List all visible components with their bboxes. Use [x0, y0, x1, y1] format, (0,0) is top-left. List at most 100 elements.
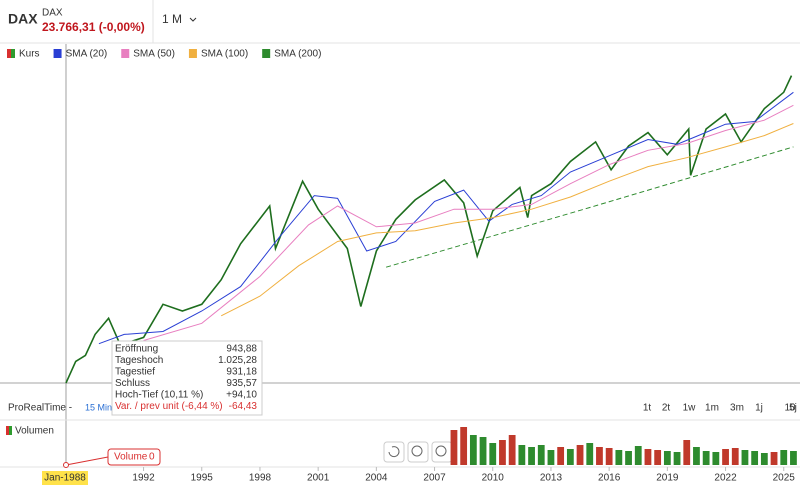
legend-swatch [11, 49, 15, 58]
volume-bar [566, 449, 574, 465]
tooltip-label: Tagestief [115, 367, 155, 378]
period-button[interactable]: 1w [683, 403, 697, 414]
zoom-in-button[interactable] [431, 441, 453, 463]
sma-line [220, 123, 794, 317]
volume-label: Volumen [15, 426, 54, 437]
volume-bar [751, 451, 759, 465]
symbol: DAX [8, 11, 38, 27]
legend-label[interactable]: SMA (200) [274, 49, 321, 60]
volume-bar [479, 437, 487, 465]
legend-swatch [53, 49, 62, 58]
period-button[interactable]: 1t [643, 403, 652, 414]
volume-bar [615, 450, 623, 465]
period-button[interactable]: 1j [755, 403, 763, 414]
tooltip-value: +94,10 [226, 390, 257, 401]
legend-swatch [7, 49, 11, 58]
x-tick-label: 2010 [482, 473, 505, 484]
volume-bar [634, 446, 642, 465]
volume-bar [537, 445, 545, 465]
legend-label[interactable]: SMA (20) [66, 49, 108, 60]
volume-bar [693, 447, 700, 465]
interval-select[interactable]: 1 M [162, 12, 182, 26]
volume-bar [576, 445, 584, 465]
x-tick-label: 2004 [365, 473, 388, 484]
x-tick-label: 2016 [598, 473, 621, 484]
period-button[interactable]: 10 [784, 403, 796, 414]
volume-bar [760, 453, 768, 465]
volume-bar [518, 445, 526, 465]
legend-label[interactable]: Kurs [19, 49, 40, 60]
tooltip-value: 1.025,28 [218, 355, 257, 366]
reset-icon [388, 446, 400, 458]
volume-bar [731, 448, 739, 465]
tooltip-box [111, 340, 263, 416]
tooltip-value: 931,18 [226, 367, 257, 378]
x-tick-label: 2025 [773, 473, 796, 484]
zoom-out-button[interactable] [407, 441, 429, 463]
volume-bar [780, 450, 788, 465]
volume-bar [469, 435, 477, 465]
sma-line [385, 146, 794, 268]
volume-bar [489, 443, 497, 465]
volume-bar [557, 447, 565, 465]
volume-bar [508, 435, 516, 465]
volume-icon [9, 426, 12, 435]
tooltip-label: Var. / prev unit (-6,44 %) [115, 401, 223, 412]
volume-pointer-dot [63, 462, 69, 468]
volume-bar [790, 451, 797, 465]
period-button[interactable]: 5j [789, 403, 797, 414]
volume-bar [596, 447, 603, 465]
legend-swatch [262, 49, 271, 58]
toolbar-delay: 15 Min [85, 402, 112, 412]
volume-bar [625, 451, 632, 465]
sma-line [98, 91, 794, 345]
x-tick-label: 2001 [307, 473, 330, 484]
volume-bar [460, 427, 468, 465]
volume-bar [673, 452, 681, 465]
x-tick-label: 1992 [132, 473, 155, 484]
period-button[interactable]: 3m [730, 403, 744, 414]
tooltip-label: Eröffnung [115, 344, 158, 355]
tooltip-value: -64,43 [229, 401, 258, 412]
crosshair-date: Jan-1988 [44, 473, 86, 484]
volume-bubble [107, 448, 161, 466]
x-tick-label: 1995 [191, 473, 214, 484]
volume-bubble-value: 0 [149, 452, 155, 463]
tooltip: Eröffnung 943,88 Tageshoch 1.025,28 Tagestie… [111, 340, 263, 416]
period-button[interactable]: 2t [662, 403, 671, 414]
volume-bar [712, 452, 720, 465]
zoom-icon [411, 445, 423, 457]
tooltip-label: Hoch-Tief (10,11 %) [115, 390, 203, 401]
tooltip-value: 943,88 [226, 344, 257, 355]
volume-bar [499, 440, 506, 465]
volume-bar [702, 451, 710, 465]
instrument-name: DAX [42, 8, 63, 19]
price: 23.766,31 (-0,00%) [42, 20, 145, 34]
dropdown-icon[interactable] [189, 17, 197, 22]
volume-bar [722, 449, 729, 465]
x-tick-label: 2019 [656, 473, 679, 484]
volume-bubble-label: Volume [114, 452, 148, 463]
volume-bar [741, 450, 749, 465]
legend-swatch [121, 49, 130, 58]
tooltip-value: 935,57 [226, 378, 257, 389]
volume-bar [663, 451, 671, 465]
legend-swatch [188, 49, 197, 58]
volume-pointer [65, 456, 109, 466]
volume-bar [547, 450, 555, 465]
volume-bar [770, 452, 778, 465]
plot: 1992 1995 1998 2001 2004 2007 2010 2013 2016 2019… [7, 49, 797, 484]
legend-label[interactable]: SMA (50) [133, 49, 175, 60]
volume-bar [683, 440, 691, 465]
tooltip-label: Tageshoch [115, 355, 163, 366]
tooltip-label: Schluss [115, 378, 150, 389]
volume-bar [450, 430, 458, 465]
x-tick-label: 2022 [714, 473, 737, 484]
period-button[interactable]: 1m [705, 403, 719, 414]
reset-button[interactable] [383, 441, 405, 463]
legend-label[interactable]: SMA (100) [201, 49, 248, 60]
volume-bar [644, 449, 652, 465]
volume-bar [586, 443, 594, 465]
